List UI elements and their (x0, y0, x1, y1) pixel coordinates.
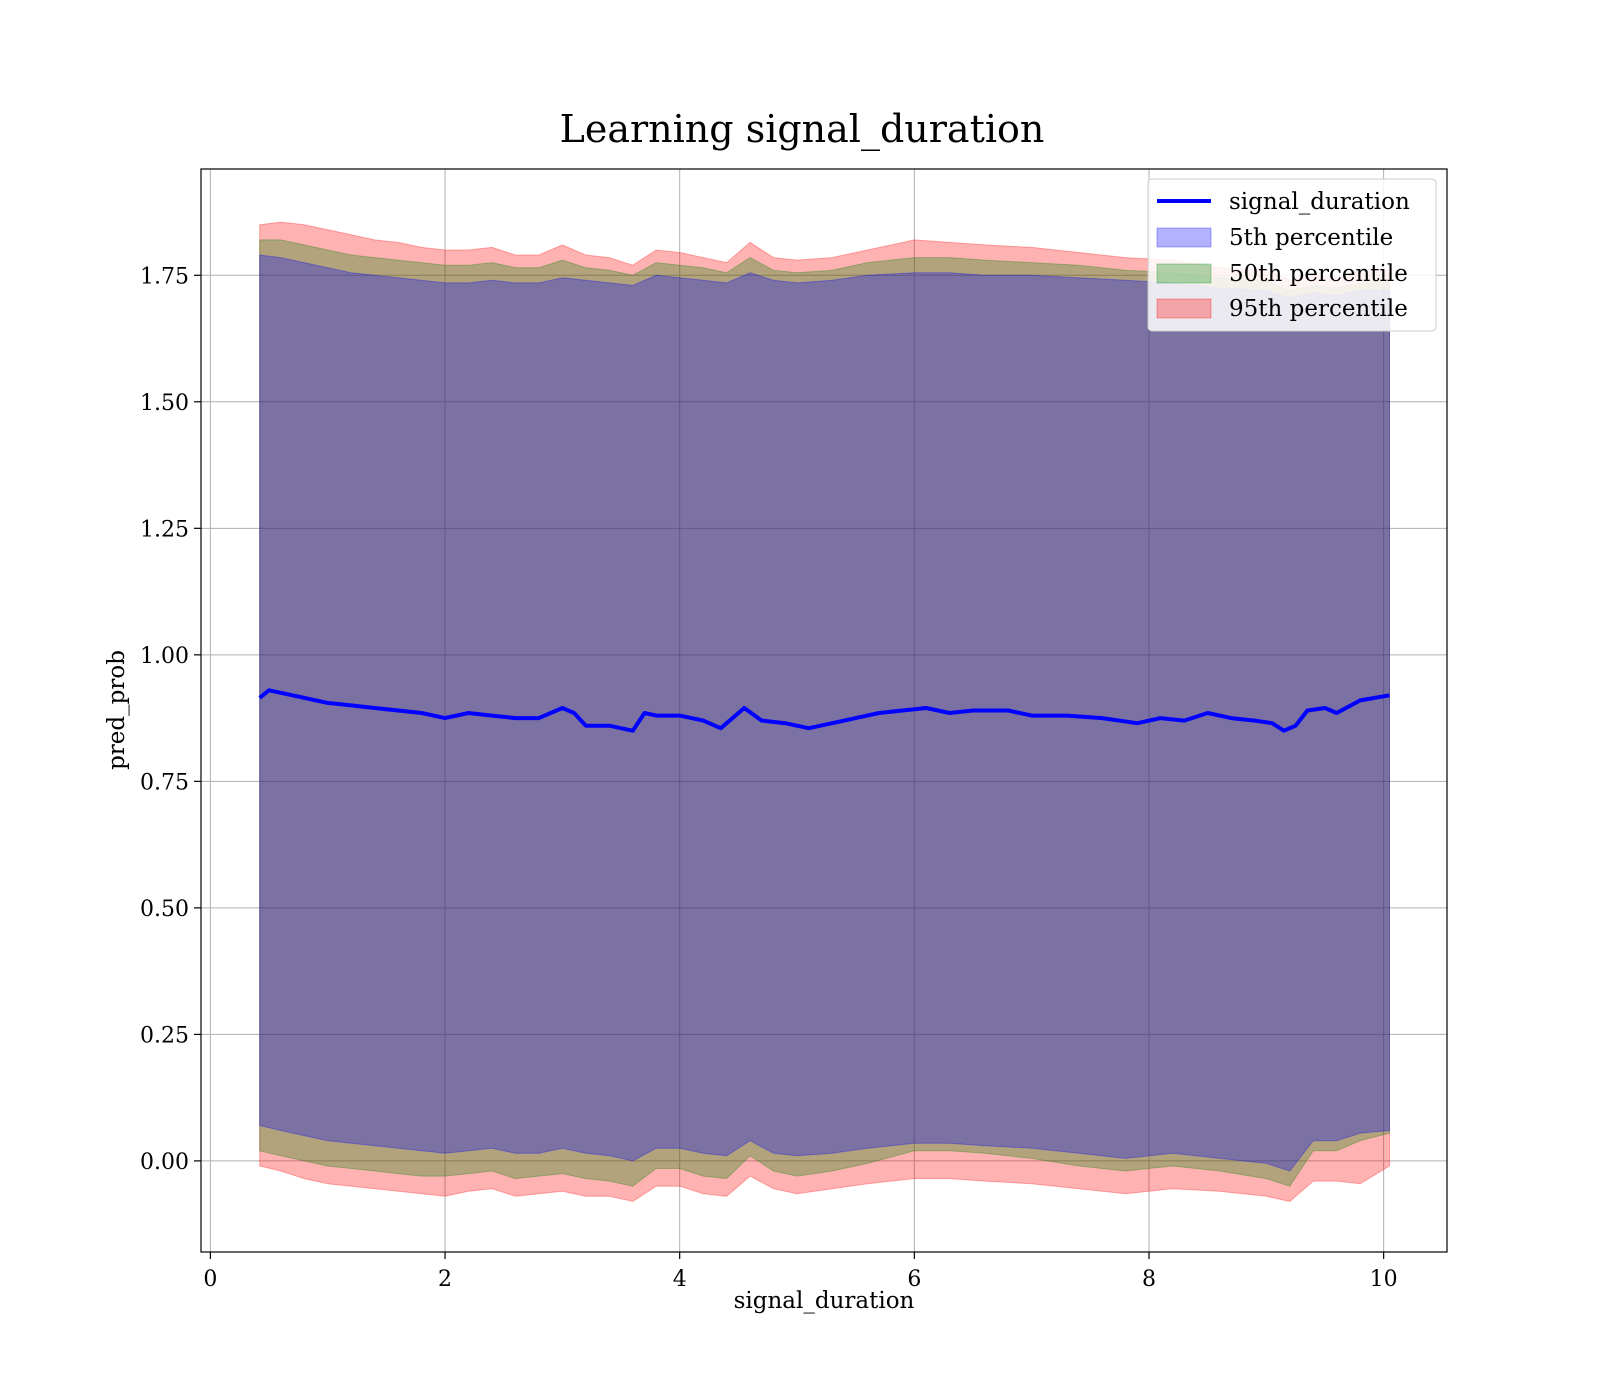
plot-frame (200, 168, 1448, 1253)
band-5th-percentile (259, 254, 1390, 1172)
chart-title: Learning signal_duration (560, 107, 1045, 152)
y-tick-label-7: 1.75 (140, 264, 189, 289)
y-tick-label-1: 0.25 (140, 1023, 189, 1048)
y-tick-label-5: 1.25 (140, 517, 189, 542)
legend-swatch-95th (1156, 298, 1212, 319)
legend-swatch-5th (1156, 227, 1212, 248)
legend-label-95th: 95th percentile (1229, 296, 1408, 322)
x-tick-label-3: 6 (907, 1267, 921, 1292)
band-95th-percentile (259, 221, 1390, 1202)
legend: signal_duration 5th percentile 50th perc… (1147, 178, 1437, 332)
x-tick-label-4: 8 (1142, 1267, 1156, 1292)
x-axis: 0 2 4 6 8 10 (203, 1252, 1398, 1292)
x-tick-label-2: 4 (673, 1267, 687, 1292)
x-tick-label-5: 10 (1370, 1267, 1398, 1292)
y-tick-label-6: 1.50 (140, 391, 189, 416)
y-tick-label-2: 0.50 (140, 897, 189, 922)
x-tick-label-1: 2 (438, 1267, 452, 1292)
y-tick-label-0: 0.00 (140, 1150, 189, 1175)
series-line-signal-duration (258, 688, 1390, 733)
band-50th-percentile (259, 239, 1390, 1187)
line-layer (258, 688, 1390, 733)
legend-label-50th: 50th percentile (1229, 261, 1408, 287)
y-axis-label: pred_prob (104, 650, 130, 770)
x-tick-label-0: 0 (203, 1267, 217, 1292)
legend-label-5th: 5th percentile (1229, 225, 1393, 251)
grid (201, 169, 1447, 1252)
legend-label-line: signal_duration (1229, 189, 1410, 215)
legend-box (1147, 178, 1437, 332)
x-axis-label: signal_duration (734, 1288, 915, 1314)
y-tick-label-3: 0.75 (140, 770, 189, 795)
bands-layer (259, 221, 1390, 1202)
y-tick-label-4: 1.00 (140, 644, 189, 669)
y-axis: 0.00 0.25 0.50 0.75 1.00 1.25 1.50 1.75 (140, 264, 201, 1175)
legend-swatch-50th (1156, 263, 1212, 284)
